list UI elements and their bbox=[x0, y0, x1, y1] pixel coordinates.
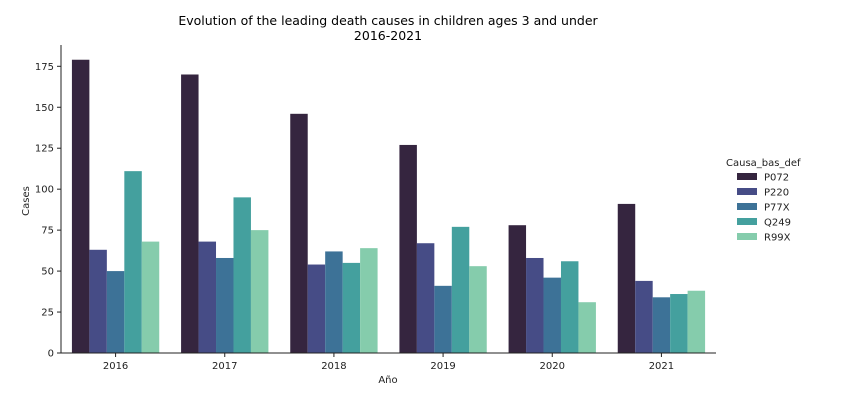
bar-p220-2017 bbox=[198, 241, 217, 353]
bar-r99x-2021 bbox=[687, 290, 706, 353]
y-tick-label: 175 bbox=[35, 62, 54, 73]
bar-p220-2016 bbox=[89, 249, 107, 353]
bar-q249-2018 bbox=[342, 262, 361, 353]
chart-subtitle: 2016-2021 bbox=[354, 28, 422, 43]
legend-label-p072: P072 bbox=[764, 173, 789, 184]
bar-p072-2019 bbox=[399, 144, 417, 353]
legend: Causa_bas_def P072 P220 P77X Q249 R99X bbox=[726, 158, 801, 244]
bar-p77x-2021 bbox=[652, 297, 671, 353]
bar-p220-2019 bbox=[416, 243, 435, 353]
bar-p77x-2019 bbox=[434, 285, 452, 353]
y-axis-label: Cases bbox=[21, 186, 32, 216]
x-tick-label: 2021 bbox=[649, 361, 674, 372]
legend-swatch-q249 bbox=[737, 218, 757, 225]
bar-p072-2018 bbox=[290, 113, 308, 353]
bar-p072-2021 bbox=[617, 203, 636, 353]
bar-r99x-2018 bbox=[360, 248, 378, 353]
y-tick-label: 100 bbox=[35, 185, 54, 196]
legend-swatch-p072 bbox=[737, 173, 757, 180]
bar-p77x-2020 bbox=[543, 277, 561, 353]
y-tick-label: 125 bbox=[35, 144, 54, 155]
bar-r99x-2019 bbox=[469, 266, 487, 353]
legend-swatch-r99x bbox=[737, 233, 757, 240]
bar-p77x-2018 bbox=[325, 251, 343, 353]
bar-p77x-2016 bbox=[106, 271, 125, 353]
bar-p220-2020 bbox=[526, 257, 544, 353]
bar-q249-2021 bbox=[670, 294, 688, 353]
bar-p072-2016 bbox=[71, 59, 90, 354]
bars-group bbox=[71, 59, 706, 354]
x-tick-label: 2017 bbox=[212, 361, 237, 372]
bar-p220-2021 bbox=[635, 280, 653, 353]
x-tick-label: 2020 bbox=[540, 361, 565, 372]
x-axis-label: Año bbox=[378, 375, 397, 386]
y-tick-label: 150 bbox=[35, 103, 54, 114]
y-tick-label: 25 bbox=[41, 308, 54, 319]
y-tick-label: 0 bbox=[48, 349, 54, 360]
bar-q249-2017 bbox=[233, 197, 251, 353]
bar-r99x-2016 bbox=[141, 241, 160, 353]
bar-p77x-2017 bbox=[216, 257, 234, 353]
chart-title: Evolution of the leading death causes in… bbox=[178, 13, 598, 28]
bar-q249-2019 bbox=[451, 226, 470, 353]
x-tick-label: 2019 bbox=[430, 361, 455, 372]
legend-swatch-p220 bbox=[737, 188, 757, 195]
legend-label-r99x: R99X bbox=[764, 233, 791, 244]
legend-title: Causa_bas_def bbox=[726, 158, 801, 169]
bar-p072-2020 bbox=[508, 225, 527, 353]
legend-swatch-p77x bbox=[737, 203, 757, 210]
x-ticks-group: 2016 2017 2018 2019 2020 2021 bbox=[103, 353, 674, 372]
bar-r99x-2020 bbox=[578, 302, 596, 353]
bar-q249-2016 bbox=[124, 171, 142, 353]
bar-q249-2020 bbox=[560, 261, 579, 353]
y-ticks-group: 0 25 50 75 100 125 150 175 bbox=[35, 62, 61, 360]
x-tick-label: 2016 bbox=[103, 361, 128, 372]
y-tick-label: 50 bbox=[41, 267, 54, 278]
legend-label-p77x: P77X bbox=[764, 203, 790, 214]
bar-p220-2018 bbox=[307, 264, 326, 353]
bar-r99x-2017 bbox=[250, 230, 269, 353]
legend-label-q249: Q249 bbox=[764, 218, 791, 229]
y-tick-label: 75 bbox=[41, 226, 54, 237]
x-tick-label: 2018 bbox=[321, 361, 346, 372]
bar-p072-2017 bbox=[181, 74, 199, 354]
legend-label-p220: P220 bbox=[764, 188, 789, 199]
